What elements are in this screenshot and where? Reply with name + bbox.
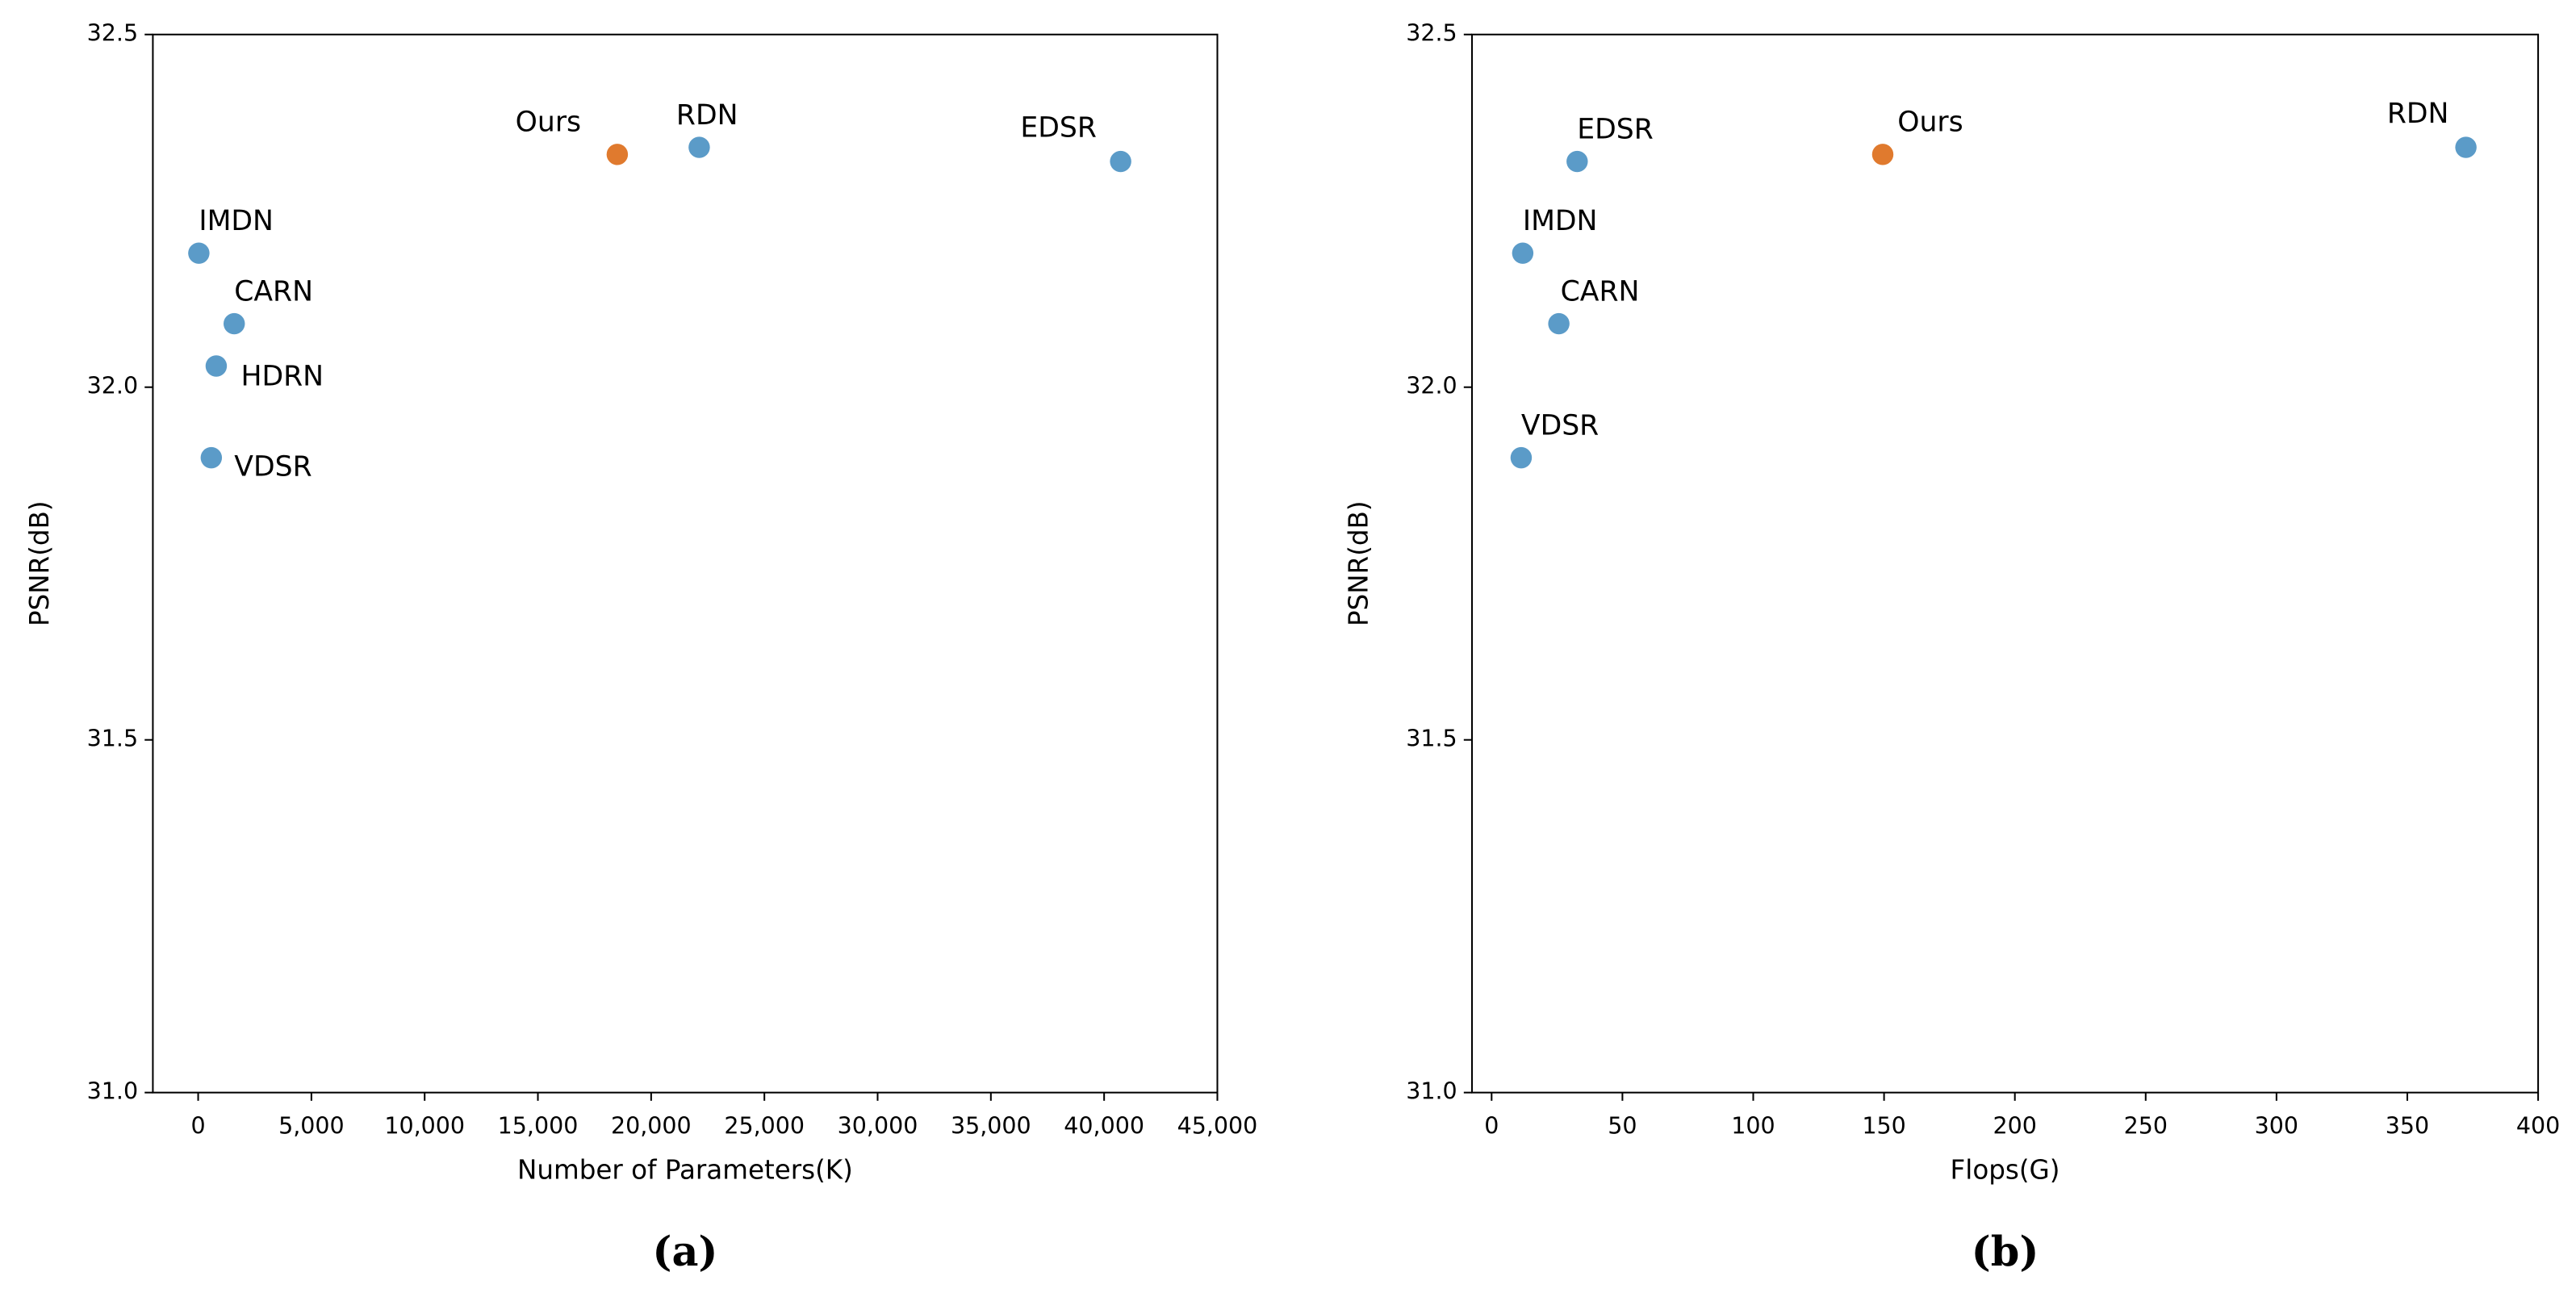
point-label: Ours (1897, 107, 1963, 139)
x-tick-label: 20,000 (611, 1112, 692, 1139)
point-label: VDSR (234, 450, 312, 483)
point-label: EDSR (1577, 113, 1653, 145)
data-point (1510, 446, 1533, 469)
data-point (688, 136, 710, 158)
plot-frame (152, 33, 1219, 1094)
x-tick-label: 35,000 (951, 1112, 1031, 1139)
x-tick-label: 45,000 (1177, 1112, 1258, 1139)
point-label: HDRN (240, 361, 324, 393)
x-tick-label: 40,000 (1064, 1112, 1144, 1139)
data-point (2455, 136, 2477, 158)
data-point (606, 144, 629, 165)
x-tick-label: 0 (1484, 1112, 1499, 1139)
y-tick-label: 31.5 (87, 726, 138, 752)
y-axis-label: PSNR(dB) (1344, 500, 1374, 626)
point-label: CARN (1561, 275, 1640, 308)
data-point (1512, 242, 1534, 264)
point-label: IMDN (1523, 205, 1598, 237)
point-label: IMDN (199, 205, 274, 237)
x-axis-label: Number of Parameters(K) (517, 1154, 853, 1185)
plot-frame (1470, 33, 2540, 1094)
x-tick-label: 5,000 (278, 1112, 345, 1139)
point-label: EDSR (1020, 111, 1097, 144)
x-tick-label: 200 (1993, 1112, 2036, 1139)
caption: (a) (652, 1227, 717, 1275)
point-label: VDSR (1521, 409, 1599, 441)
x-tick-label: 10,000 (384, 1112, 465, 1139)
y-axis-label: PSNR(dB) (24, 500, 55, 626)
y-tick-label: 32.0 (87, 373, 138, 400)
x-tick-label: 350 (2386, 1112, 2429, 1139)
y-tick-label: 31.0 (1406, 1078, 1457, 1105)
data-point (200, 446, 223, 469)
data-point (1871, 144, 1894, 165)
x-tick-label: 300 (2255, 1112, 2298, 1139)
data-point (188, 242, 210, 264)
caption: (b) (1972, 1227, 2039, 1275)
x-tick-label: 0 (190, 1112, 205, 1139)
y-tick-label: 31.0 (87, 1078, 138, 1105)
x-tick-label: 30,000 (838, 1112, 918, 1139)
y-tick-label: 31.5 (1406, 726, 1457, 752)
y-tick-label: 32.5 (87, 20, 138, 47)
y-tick-label: 32.0 (1406, 373, 1457, 400)
data-point (205, 355, 228, 377)
x-tick-label: 400 (2516, 1112, 2560, 1139)
data-point (223, 312, 245, 335)
point-label: CARN (234, 275, 313, 308)
x-tick-label: 25,000 (724, 1112, 805, 1139)
x-tick-label: 50 (1608, 1112, 1637, 1139)
x-tick-label: 250 (2124, 1112, 2168, 1139)
x-tick-label: 150 (1862, 1112, 1905, 1139)
data-point (1566, 150, 1588, 173)
x-axis-label: Flops(G) (1951, 1154, 2060, 1185)
x-tick-label: 15,000 (498, 1112, 579, 1139)
point-label: Ours (516, 107, 581, 139)
x-tick-label: 100 (1731, 1112, 1775, 1139)
point-label: RDN (2387, 98, 2449, 130)
y-tick-label: 32.5 (1406, 20, 1457, 47)
point-label: RDN (676, 99, 738, 132)
data-point (1110, 150, 1131, 173)
data-point (1548, 312, 1570, 335)
